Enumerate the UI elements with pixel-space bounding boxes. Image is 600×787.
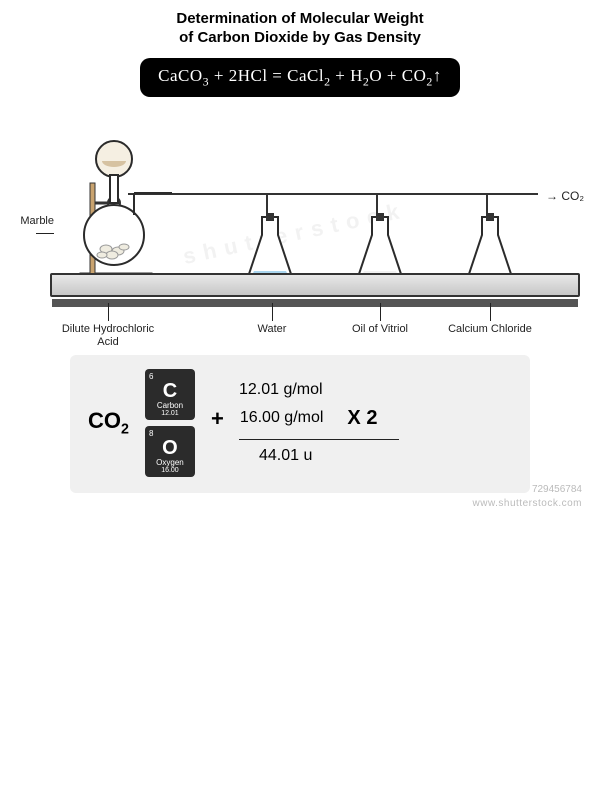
element-tiles: 6 C Carbon 12.01 8 O Oxygen 16.00: [145, 369, 195, 477]
tube-segment: [376, 193, 378, 213]
label-marble: Marble: [10, 215, 54, 240]
calc-oxygen-mass: 16.00 g/mol: [240, 406, 324, 430]
stock-id: 729456784: [532, 484, 582, 495]
chemical-equation: CaCO3 + 2HCl = CaCl2 + H2O + CO2↑: [140, 58, 460, 97]
label-vitriol: Oil of Vitriol: [340, 303, 420, 336]
watermark-url: www.shutterstock.com: [473, 498, 582, 509]
apparatus-diagram: → CO₂: [10, 103, 590, 343]
calc-carbon-mass: 12.01 g/mol: [239, 378, 399, 402]
tube-segment: [128, 193, 538, 195]
calc-result: 44.01 u: [259, 444, 399, 468]
sum-line: [239, 439, 399, 440]
label-acid: Dilute Hydrochloric Acid: [58, 303, 158, 348]
tube-segment: [486, 193, 488, 213]
lab-bench: [50, 273, 580, 297]
tube-segment: [266, 193, 268, 213]
co2-formula: CO2: [88, 408, 129, 437]
multiplier: X 2: [347, 403, 377, 433]
title-line1: Determination of Molecular Weight: [0, 10, 600, 29]
title-line2: of Carbon Dioxide by Gas Density: [0, 29, 600, 48]
tile-carbon: 6 C Carbon 12.01: [145, 369, 195, 420]
plus-icon: +: [211, 402, 224, 435]
label-cacl2: Calcium Chloride: [440, 303, 540, 336]
molar-mass-calculation: 12.01 g/mol + 16.00 g/mol X 2 44.01 u: [211, 378, 399, 468]
diagram-title: Determination of Molecular Weight of Car…: [0, 0, 600, 52]
calculation-panel: CO2 6 C Carbon 12.01 8 O Oxygen 16.00 12…: [70, 355, 530, 493]
tile-oxygen: 8 O Oxygen 16.00: [145, 426, 195, 477]
label-water: Water: [242, 303, 302, 336]
co2-outlet-label: → CO₂: [546, 189, 584, 203]
